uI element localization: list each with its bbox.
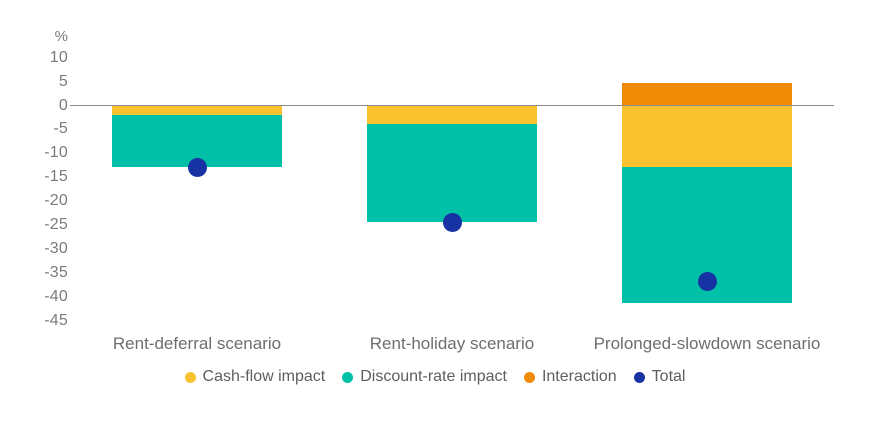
y-axis-tick-label: -40 [44, 287, 68, 305]
y-axis-tick-label: -25 [44, 216, 68, 233]
legend-label: Total [651, 368, 686, 385]
bar-segment-cash-flow-impact [367, 105, 537, 125]
total-dot [697, 272, 717, 292]
legend-swatch-discount-rate-impact-icon [342, 371, 354, 383]
y-axis-tick-label: 5 [58, 72, 68, 90]
bar-segment-cash-flow-impact [622, 105, 792, 168]
legend: Cash-flow impact Discount-rate impact Inte… [0, 367, 870, 387]
y-axis-tick-label: -10 [44, 144, 68, 162]
bar-segment-discount-rate-impact [367, 124, 537, 223]
legend-label: Interaction [541, 368, 617, 385]
legend-swatch-cash-flow-impact-icon [184, 371, 196, 383]
y-axis-tick-label: -35 [44, 263, 68, 281]
zero-axis-line [70, 105, 834, 106]
total-dot [187, 157, 207, 177]
legend-item-total: Total [633, 367, 686, 387]
y-axis-tick-label: -30 [44, 239, 68, 257]
legend-label: Discount-rate impact [360, 368, 507, 385]
category-label: Rent-deferral scenario [112, 334, 282, 353]
y-axis-tick-label: -15 [44, 168, 68, 186]
y-axis-tick-label: 10 [49, 48, 68, 66]
y-axis-unit-label: % [54, 28, 68, 45]
y-axis-tick-label: -5 [53, 120, 68, 138]
category-label: Prolonged-slowdown scenario [593, 334, 821, 353]
bar-segment-interaction [622, 83, 792, 105]
y-axis-tick-label: -20 [44, 192, 68, 210]
legend-item-cash-flow-impact: Cash-flow impact [184, 367, 326, 387]
y-axis-tick-label: -45 [44, 311, 68, 329]
legend-swatch-interaction-icon [523, 371, 535, 383]
legend-item-interaction: Interaction [523, 367, 617, 387]
bar-segment-cash-flow-impact [112, 105, 282, 115]
category-label: Rent-holiday scenario [369, 334, 535, 353]
total-dot [442, 212, 462, 232]
y-axis-tick-label: 0 [58, 96, 68, 114]
legend-item-discount-rate-impact: Discount-rate impact [342, 367, 507, 387]
legend-swatch-total-icon [633, 371, 645, 383]
legend-label: Cash-flow impact [202, 368, 326, 385]
